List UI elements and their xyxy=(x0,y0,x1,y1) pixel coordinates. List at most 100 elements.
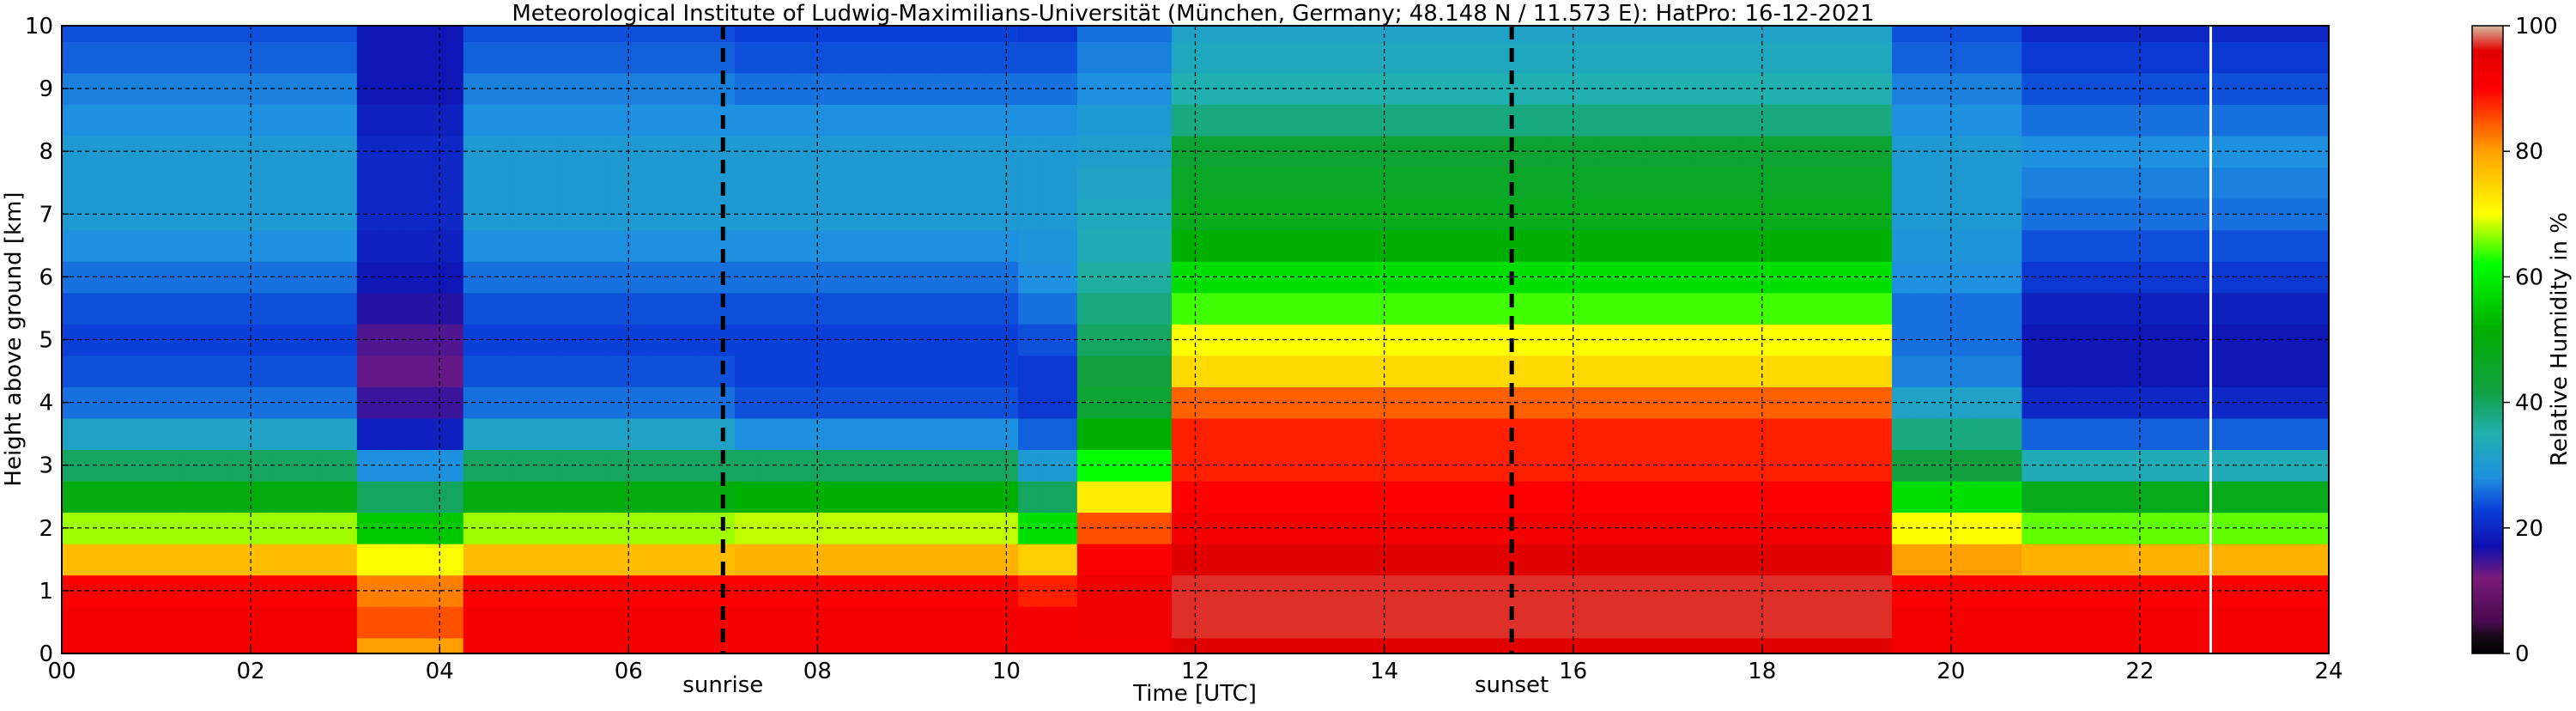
heatmap-cell xyxy=(1597,135,1645,167)
heatmap-cell xyxy=(982,481,1019,514)
heatmap-cell xyxy=(2069,41,2117,74)
heatmap-cell xyxy=(1313,355,1361,387)
heatmap-cell xyxy=(510,41,559,74)
heatmap-cell xyxy=(403,544,428,576)
heatmap-cell xyxy=(356,449,381,482)
heatmap-cell xyxy=(85,637,134,654)
heatmap-cell xyxy=(2258,481,2306,514)
heatmap-cell xyxy=(463,637,512,654)
heatmap-cell xyxy=(735,229,760,262)
y-tick-label: 10 xyxy=(25,14,53,40)
heatmap-cell xyxy=(1219,135,1267,167)
heatmap-cell xyxy=(1455,417,1503,450)
heatmap-cell xyxy=(2258,544,2306,576)
heatmap-cell xyxy=(1939,417,1975,450)
heatmap-cell xyxy=(1868,167,1893,199)
heatmap-cell xyxy=(935,481,984,514)
heatmap-cell xyxy=(840,292,889,325)
heatmap-cell xyxy=(1124,261,1173,294)
heatmap-cell xyxy=(380,261,405,294)
heatmap-cell xyxy=(2305,167,2330,199)
heatmap-cell xyxy=(2021,386,2070,419)
heatmap-cell xyxy=(274,355,323,387)
heatmap-cell xyxy=(274,292,323,325)
heatmap-cell xyxy=(1939,637,1975,654)
heatmap-cell xyxy=(1691,292,1739,325)
heatmap-cell xyxy=(888,41,936,74)
heatmap-cell xyxy=(557,26,606,42)
heatmap-cell xyxy=(2210,355,2258,387)
heatmap-cell xyxy=(652,606,700,639)
heatmap-cell xyxy=(840,417,889,450)
heatmap-cell xyxy=(1124,292,1173,325)
heatmap-cell xyxy=(840,26,889,42)
heatmap-cell xyxy=(1266,292,1314,325)
heatmap-cell xyxy=(132,41,181,74)
heatmap-cell xyxy=(652,481,700,514)
x-tick-label: 12 xyxy=(1181,659,1209,684)
heatmap-cell xyxy=(840,637,889,654)
heatmap-cell xyxy=(735,417,760,450)
heatmap-cell xyxy=(1408,26,1456,42)
heatmap-cell xyxy=(2069,135,2117,167)
heatmap-cell xyxy=(356,229,381,262)
heatmap-cell xyxy=(1915,417,1940,450)
heatmap-cell xyxy=(321,355,358,387)
heatmap-cell xyxy=(652,26,700,42)
heatmap-cell xyxy=(1018,229,1043,262)
heatmap-cell xyxy=(2021,637,2070,654)
heatmap-cell xyxy=(179,637,228,654)
colorbar-tick-label: 100 xyxy=(2515,14,2558,40)
heatmap-cell xyxy=(2069,324,2117,356)
heatmap-cell xyxy=(982,26,1019,42)
heatmap-cell xyxy=(1644,26,1692,42)
heatmap-cell xyxy=(1644,606,1692,639)
heatmap-cell xyxy=(982,355,1019,387)
heatmap-cell xyxy=(557,637,606,654)
heatmap-cell xyxy=(1408,229,1456,262)
heatmap-cell xyxy=(2258,292,2306,325)
heatmap-cell xyxy=(758,104,795,137)
heatmap-cell xyxy=(380,417,405,450)
heatmap-cell xyxy=(1041,544,1078,576)
heatmap-cell xyxy=(1785,637,1834,654)
heatmap-cell xyxy=(735,637,760,654)
heatmap-cell xyxy=(1597,449,1645,482)
heatmap-cell xyxy=(1266,417,1314,450)
heatmap-cell xyxy=(1266,104,1314,137)
heatmap-cell xyxy=(356,167,381,199)
y-tick-label: 4 xyxy=(39,391,53,416)
heatmap-cell xyxy=(1219,417,1267,450)
colorbar-tick-label: 80 xyxy=(2515,139,2543,165)
heatmap-cell xyxy=(356,637,381,654)
heatmap-cell xyxy=(1974,544,2022,576)
heatmap-cell xyxy=(1124,606,1173,639)
heatmap-cell xyxy=(380,198,405,231)
heatmap-cell xyxy=(1691,355,1739,387)
heatmap-cell xyxy=(380,355,405,387)
heatmap-cell xyxy=(1219,261,1267,294)
heatmap-cell xyxy=(2069,449,2117,482)
heatmap-cell xyxy=(1644,198,1692,231)
heatmap-cell xyxy=(380,449,405,482)
heatmap-cell xyxy=(1018,167,1043,199)
heatmap-cell xyxy=(356,104,381,137)
heatmap-cell xyxy=(1313,41,1361,74)
heatmap-cell xyxy=(888,417,936,450)
heatmap-cell xyxy=(1915,544,1940,576)
heatmap-cell xyxy=(1691,637,1739,654)
heatmap-cell xyxy=(840,41,889,74)
heatmap-cell xyxy=(699,544,736,576)
heatmap-cell xyxy=(2021,481,2070,514)
y-tick-label: 5 xyxy=(39,328,53,354)
heatmap-cell xyxy=(380,386,405,419)
heatmap-cell xyxy=(1597,167,1645,199)
x-tick-label: 06 xyxy=(615,659,643,684)
heatmap-cell xyxy=(1124,324,1173,356)
heatmap-cell xyxy=(510,481,559,514)
heatmap-cell xyxy=(1597,261,1645,294)
heatmap-cell xyxy=(2305,386,2330,419)
heatmap-cell xyxy=(2163,544,2211,576)
heatmap-cell xyxy=(2210,417,2258,450)
heatmap-cell xyxy=(935,417,984,450)
